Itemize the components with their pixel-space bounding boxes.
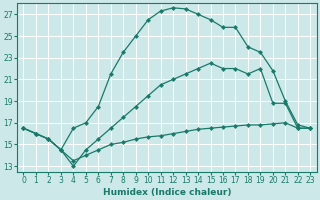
X-axis label: Humidex (Indice chaleur): Humidex (Indice chaleur) (103, 188, 231, 197)
